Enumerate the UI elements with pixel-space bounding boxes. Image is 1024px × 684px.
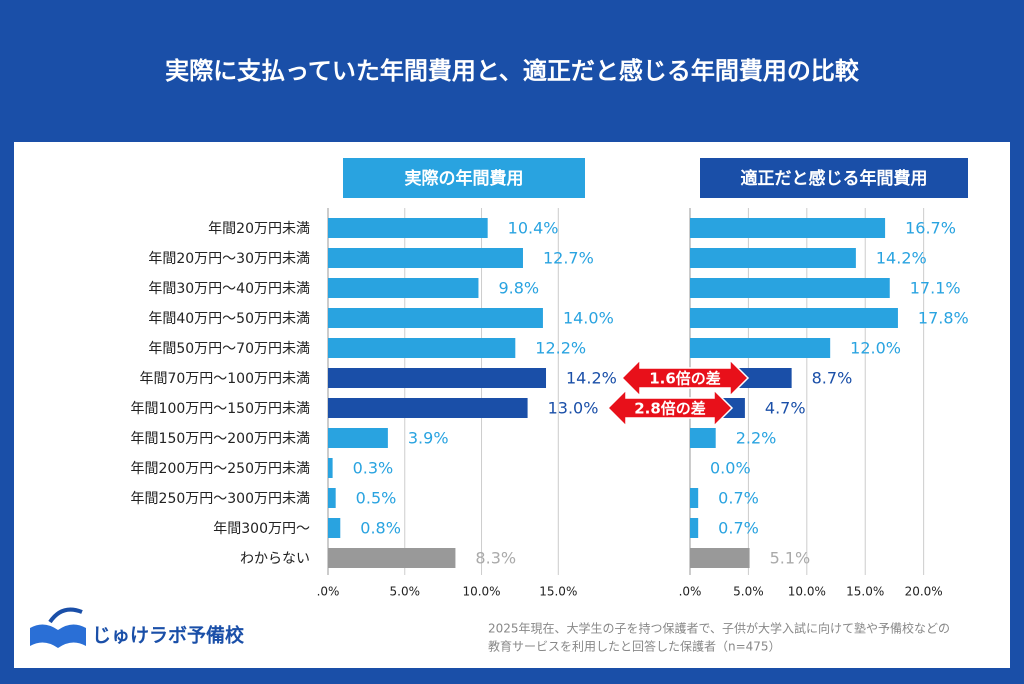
x-tick-label: 10.0% [788, 585, 826, 599]
bar [328, 398, 528, 418]
bar [690, 488, 699, 508]
value-label: 5.1% [770, 549, 811, 568]
chart-title: 実際の年間費用 [405, 168, 524, 189]
y-tick-label: 年間40万円〜50万円未満 [148, 311, 310, 327]
bar [690, 428, 716, 448]
annotation-text: 1.6倍の差 [649, 370, 721, 388]
y-tick-label: 年間20万円未満 [208, 221, 310, 237]
bar [690, 248, 856, 268]
y-tick-label: 年間20万円〜30万円未満 [148, 251, 310, 267]
value-label: 14.2% [876, 249, 927, 268]
x-tick-label: 15.0% [846, 585, 884, 599]
y-tick-label: 年間100万円〜150万円未満 [131, 401, 310, 417]
x-tick-label: .0% [679, 585, 702, 599]
bar [690, 278, 890, 298]
value-label: 10.4% [508, 219, 559, 238]
bar [690, 338, 831, 358]
value-label: 12.7% [543, 249, 594, 268]
bar [328, 488, 336, 508]
bar [328, 368, 547, 388]
value-label: 0.8% [360, 519, 401, 538]
logo-icon [48, 607, 83, 624]
value-label: 17.8% [918, 309, 969, 328]
page-title: 実際に支払っていた年間費用と、適正だと感じる年間費用の比較 [165, 57, 860, 85]
y-tick-label: 年間50万円〜70万円未満 [148, 341, 310, 357]
bar [328, 338, 516, 358]
logo: じゅけラボ予備校 [30, 607, 245, 648]
x-tick-label: 15.0% [539, 585, 577, 599]
value-label: 9.8% [498, 279, 539, 298]
bar [690, 308, 898, 328]
y-tick-label: 年間250万円〜300万円未満 [131, 491, 310, 507]
value-label: 0.7% [718, 489, 759, 508]
value-label: 12.0% [850, 339, 901, 358]
x-tick-label: .0% [317, 585, 340, 599]
note: 2025年現在、大学生の子を持つ保護者で、子供が大学入試に向けて塾や予備校などの [488, 621, 950, 636]
note: 教育サービスを利用したと回答した保護者（n=475） [488, 639, 781, 654]
bar [328, 518, 341, 538]
value-label: 4.7% [765, 399, 806, 418]
value-label: 8.7% [812, 369, 853, 388]
value-label: 0.7% [718, 519, 759, 538]
bar [328, 308, 543, 328]
value-label: 17.1% [910, 279, 961, 298]
value-label: 3.9% [408, 429, 449, 448]
value-label: 0.5% [356, 489, 397, 508]
bar [328, 278, 479, 298]
bar [690, 548, 750, 568]
bar [328, 218, 488, 238]
value-label: 14.0% [563, 309, 614, 328]
x-tick-label: 20.0% [905, 585, 943, 599]
y-tick-label: 年間70万円〜100万円未満 [139, 371, 310, 387]
value-label: 13.0% [548, 399, 599, 418]
annotation-text: 2.8倍の差 [634, 400, 706, 418]
chart-header [700, 158, 968, 198]
bar [328, 548, 456, 568]
logo-icon [30, 624, 86, 648]
y-tick-label: 年間300万円〜 [213, 521, 310, 537]
annotation: 1.6倍の差 2.8倍の差 [606, 358, 750, 428]
x-tick-label: 10.0% [462, 585, 500, 599]
bar [328, 248, 523, 268]
y-tick-label: 年間30万円〜40万円未満 [148, 281, 310, 297]
y-tick-label: 年間200万円〜250万円未満 [131, 461, 310, 477]
x-tick-label: 5.0% [390, 585, 421, 599]
bar [328, 428, 388, 448]
bar [690, 518, 699, 538]
value-label: 12.2% [535, 339, 586, 358]
value-label: 0.0% [710, 459, 751, 478]
double-arrow [606, 388, 734, 428]
y-tick-label: 年間150万円〜200万円未満 [131, 431, 310, 447]
double-arrow [620, 358, 750, 398]
charts: 年間20万円未満年間20万円〜30万円未満年間30万円〜40万円未満年間40万円… [131, 158, 969, 599]
bar [328, 458, 333, 478]
value-label: 2.2% [736, 429, 777, 448]
value-label: 8.3% [475, 549, 516, 568]
value-label: 14.2% [566, 369, 617, 388]
value-label: 16.7% [905, 219, 956, 238]
bar [690, 218, 886, 238]
chart-header [343, 158, 585, 198]
y-tick-label: わからない [240, 551, 310, 567]
x-tick-label: 5.0% [733, 585, 764, 599]
value-label: 0.3% [353, 459, 394, 478]
chart-title: 適正だと感じる年間費用 [741, 168, 928, 189]
logo-text: じゅけラボ予備校 [92, 624, 245, 647]
